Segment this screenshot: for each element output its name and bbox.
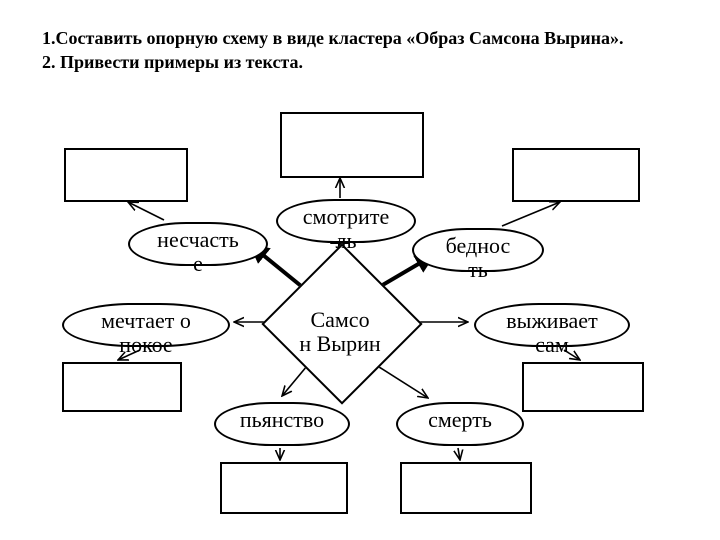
node-smotritel-label: смотритель xyxy=(276,205,416,253)
diagram-canvas: 1.Составить опорную схему в виде кластер… xyxy=(0,0,720,540)
task-line-2: 2. Привести примеры из текста. xyxy=(42,52,303,73)
center-node-label: Самсон Вырин xyxy=(260,282,420,382)
node-pianstvo-label: пьянство xyxy=(214,408,350,432)
node-smert-label: смерть xyxy=(396,408,524,432)
empty-box-bot-right xyxy=(400,462,532,514)
empty-box-top-right xyxy=(512,148,640,202)
node-neschaste-label: несчастье xyxy=(128,228,268,276)
node-vyzhivaet-label: выживаетсам xyxy=(474,309,630,357)
empty-box-top xyxy=(280,112,424,178)
empty-box-top-left xyxy=(64,148,188,202)
empty-box-mid-left xyxy=(62,362,182,412)
node-mechta-label: мечтает опокое xyxy=(62,309,230,357)
node-bednost-label: бедность xyxy=(412,234,544,282)
empty-box-mid-right xyxy=(522,362,644,412)
task-line-1: 1.Составить опорную схему в виде кластер… xyxy=(42,28,623,49)
empty-box-bot-left xyxy=(220,462,348,514)
